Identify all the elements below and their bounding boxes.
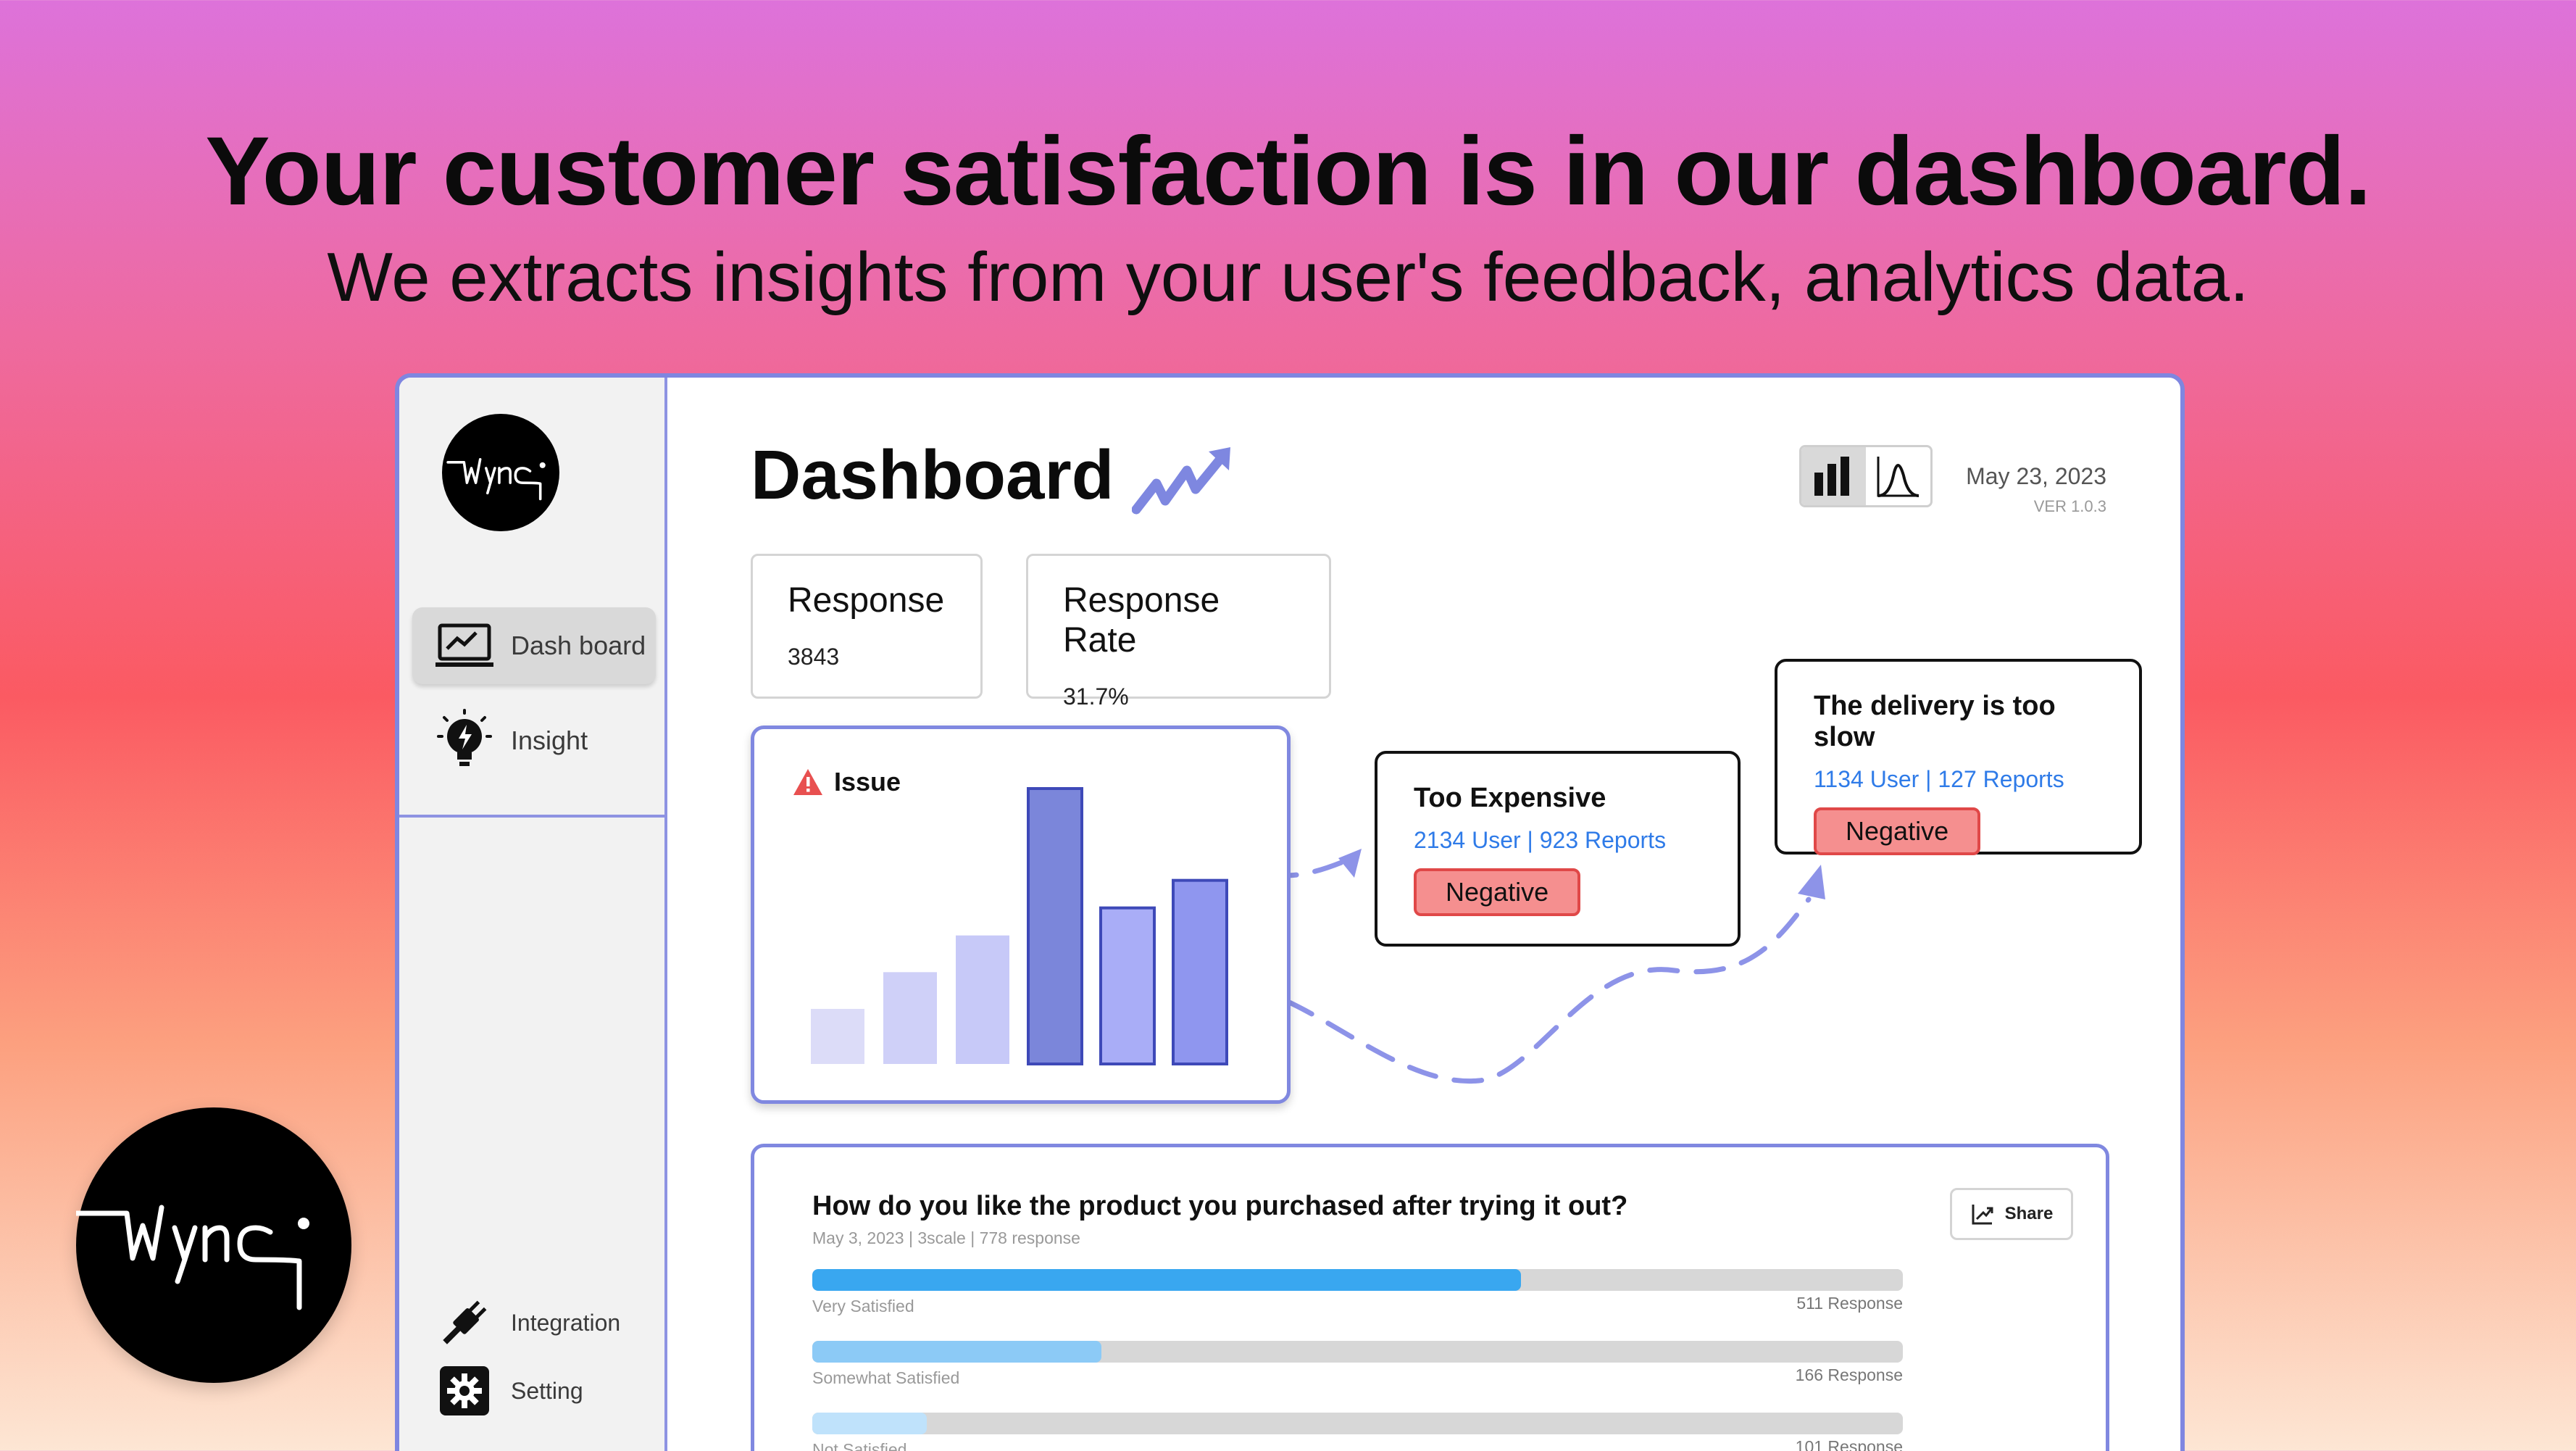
issue-title: Issue xyxy=(792,767,901,797)
option-count: 101 Response xyxy=(1795,1437,1903,1451)
callout-title: The delivery is too slow xyxy=(1814,691,2056,752)
progress-track xyxy=(812,1341,1903,1363)
version-label: VER 1.0.3 xyxy=(2033,497,2106,515)
sidebar-item-dashboard[interactable]: Dash board xyxy=(412,607,656,684)
option-label: Very Satisfied xyxy=(812,1297,914,1315)
gear-icon xyxy=(433,1359,496,1423)
issue-card[interactable]: Issue xyxy=(751,726,1291,1104)
issue-bar[interactable] xyxy=(1099,906,1156,1065)
sidebar-logo[interactable] xyxy=(442,414,559,531)
bell-curve-icon xyxy=(1877,457,1919,497)
view-toggle xyxy=(1799,445,1933,507)
issue-title-label: Issue xyxy=(834,767,901,797)
bar-view-button[interactable] xyxy=(1801,447,1866,505)
trend-up-icon xyxy=(1132,447,1230,515)
sidebar-item-label: Insight xyxy=(511,726,588,755)
sentiment-badge: Negative xyxy=(1814,807,1981,855)
wync-logo-large xyxy=(73,1107,351,1383)
sidebar-item-setting[interactable]: Setting xyxy=(412,1352,656,1429)
survey-card: How do you like the product you purchase… xyxy=(751,1144,2109,1451)
callout-title: Too Expensive xyxy=(1414,783,1606,813)
progress-fill xyxy=(812,1413,928,1434)
issue-bar-chart xyxy=(811,787,1228,1065)
share-label: Share xyxy=(2004,1204,2054,1223)
plug-icon xyxy=(433,1291,496,1355)
progress-track xyxy=(812,1269,1903,1291)
survey-meta: May 3, 2023 | 3scale | 778 response xyxy=(812,1228,1080,1247)
callout-meta[interactable]: 1134 User | 127 Reports xyxy=(1814,766,2064,792)
bar-chart-icon xyxy=(1814,457,1849,496)
callout-delivery-slow[interactable]: The delivery is too slow 1134 User | 127… xyxy=(1775,659,2142,855)
sidebar-item-insight[interactable]: Insight xyxy=(412,702,656,779)
option-count: 166 Response xyxy=(1795,1365,1903,1384)
sidebar-item-label: Dash board xyxy=(511,631,646,660)
sidebar-item-integration[interactable]: Integration xyxy=(412,1284,656,1361)
callout-too-expensive[interactable]: Too Expensive 2134 User | 923 Reports Ne… xyxy=(1375,751,1741,947)
page-title: Dashboard xyxy=(751,436,1114,514)
sidebar-item-label: Integration xyxy=(511,1309,621,1336)
sidebar: Dash board Insight xyxy=(399,378,667,1451)
survey-option-row: Somewhat Satisfied 166 Response xyxy=(812,1341,1903,1388)
promo-subline: We extracts insights from your user's fe… xyxy=(327,238,2249,316)
issue-bar[interactable] xyxy=(883,972,937,1064)
progress-track xyxy=(812,1413,1903,1434)
sentiment-badge: Negative xyxy=(1414,868,1581,916)
sidebar-item-label: Setting xyxy=(511,1377,583,1404)
progress-fill xyxy=(812,1269,1522,1291)
share-icon xyxy=(1972,1205,1993,1225)
promo-headline: Your customer satisfaction is in our das… xyxy=(205,117,2371,225)
warning-icon xyxy=(793,769,822,795)
lightbulb-icon xyxy=(433,709,496,773)
stat-label: Response Rate xyxy=(1063,581,1220,660)
sidebar-divider xyxy=(399,815,664,818)
survey-option-row: Very Satisfied 511 Response xyxy=(812,1269,1903,1316)
option-count: 511 Response xyxy=(1796,1294,1903,1313)
issue-bar[interactable] xyxy=(811,1009,864,1064)
stat-card-response-rate[interactable]: Response Rate 31.7% xyxy=(1026,554,1331,710)
survey-question: How do you like the product you purchase… xyxy=(812,1191,1628,1221)
stat-value: 31.7% xyxy=(1063,683,1129,710)
issue-bar[interactable] xyxy=(956,935,1009,1064)
date-label: May 23, 2023 xyxy=(1966,463,2106,489)
option-label: Not Satisfied xyxy=(812,1440,907,1451)
survey-option-row: Not Satisfied 101 Response xyxy=(812,1413,1903,1451)
laptop-chart-icon xyxy=(433,614,496,678)
share-button[interactable]: Share xyxy=(1950,1188,2073,1240)
issue-bar[interactable] xyxy=(1027,787,1083,1065)
stat-label: Response xyxy=(788,581,945,620)
option-label: Somewhat Satisfied xyxy=(812,1368,960,1387)
progress-fill xyxy=(812,1341,1101,1363)
issue-bar[interactable] xyxy=(1172,878,1228,1065)
stat-card-response[interactable]: Response 3843 xyxy=(751,554,983,699)
dashboard-window: Dash board Insight xyxy=(395,373,2185,1451)
callout-meta[interactable]: 2134 User | 923 Reports xyxy=(1414,827,1667,853)
curve-view-button[interactable] xyxy=(1866,447,1930,505)
stat-value: 3843 xyxy=(788,644,840,670)
